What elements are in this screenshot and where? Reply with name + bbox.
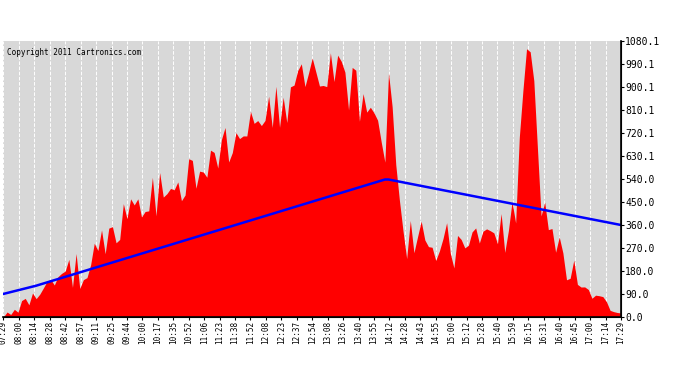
Text: Copyright 2011 Cartronics.com: Copyright 2011 Cartronics.com xyxy=(6,48,141,57)
Text: West Array Actual Power (red) & Running Average Power (Watts blue) Tue Oct 18 17: West Array Actual Power (red) & Running … xyxy=(49,13,641,26)
